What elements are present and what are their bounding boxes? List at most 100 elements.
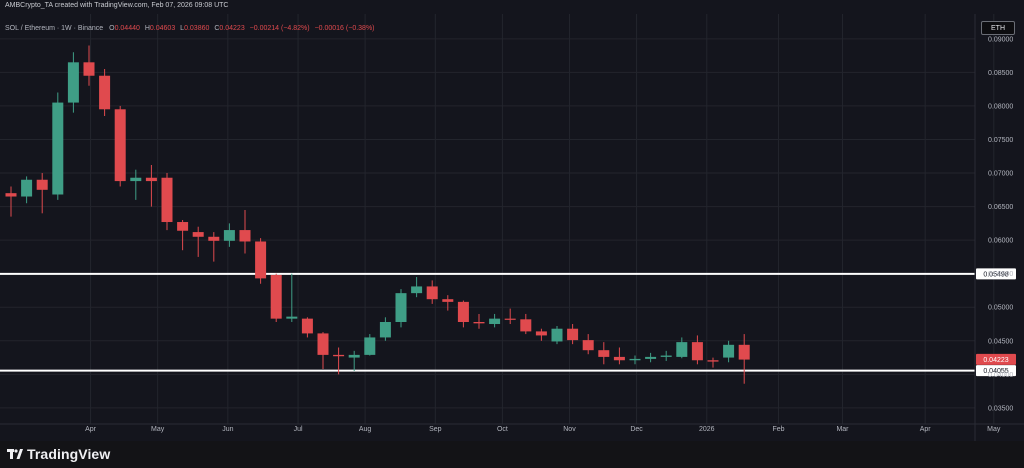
y-tick-label: 0.06000	[988, 238, 1013, 245]
candle	[177, 220, 189, 251]
candle	[567, 324, 579, 345]
high-label: H	[145, 25, 150, 32]
spread-value: −0.00016 (−0.38%)	[315, 25, 375, 32]
candle-body	[130, 177, 142, 182]
level-price-label: 0.04055	[983, 368, 1008, 375]
time-axis[interactable]: Apr May Jun Jul Aug Sep Oct Nov Dec 2026 Feb Mar Apr…	[0, 423, 1024, 433]
candle-body	[442, 299, 454, 302]
symbol-legend: SOL / Ethereum · 1W · Binance O0.04440 H…	[5, 25, 375, 32]
candle-body	[379, 322, 391, 338]
tradingview-logo[interactable]: TradingView	[7, 446, 110, 462]
chart-background	[0, 0, 1024, 441]
candle	[114, 105, 126, 187]
candle	[629, 355, 641, 365]
candle	[442, 295, 454, 311]
x-tick-label: Feb	[772, 426, 784, 433]
candle-body	[145, 177, 157, 182]
candle-body	[301, 318, 313, 334]
x-tick-label: Dec	[630, 426, 643, 433]
candle-body	[629, 358, 641, 361]
candle	[364, 334, 376, 356]
candle-body	[504, 318, 516, 320]
candle-body	[707, 360, 719, 362]
candle	[520, 313, 532, 335]
candle	[223, 223, 235, 247]
close-label: C	[214, 25, 219, 32]
x-tick-label: Jul	[294, 426, 303, 433]
candle	[707, 357, 719, 368]
horizontal-levels[interactable]: 0.05498 0.04055 0.04223	[0, 268, 1016, 377]
svg-text:SOL / Ethereum · 1W · Binance: SOL / Ethereum · 1W · Binance O0.04440 H…	[5, 25, 375, 32]
low-value: 0.03860	[184, 25, 209, 32]
candle-body	[52, 102, 64, 195]
candle	[457, 300, 469, 328]
x-tick-label: Apr	[920, 426, 932, 433]
candle-body	[551, 328, 563, 342]
candle	[270, 273, 282, 323]
candlestick-chart[interactable]: 0.05498 0.04055 0.04223 0.09000 0.08500 0.08…	[0, 0, 1024, 441]
candle-body	[489, 318, 501, 325]
candle-body	[567, 328, 579, 341]
open-label: O	[109, 25, 115, 32]
compare-symbol-button[interactable]: ETH	[981, 21, 1015, 35]
candle	[161, 173, 173, 231]
candle	[660, 350, 672, 361]
symbol-name: SOL / Ethereum · 1W · Binance	[5, 25, 103, 32]
candle-body	[239, 230, 251, 242]
candle-body	[99, 75, 111, 110]
candle-body	[333, 354, 345, 357]
candle-body	[738, 344, 750, 360]
candle-body	[223, 230, 235, 241]
x-tick-label: 2026	[699, 426, 715, 433]
level-price-tag	[976, 268, 1016, 280]
candle-body	[364, 337, 376, 355]
tradingview-logo-icon	[7, 447, 23, 461]
tradingview-logo-text: TradingView	[27, 446, 111, 462]
y-tick-label: 0.07500	[988, 137, 1013, 144]
candle	[301, 317, 313, 338]
candle-body	[598, 350, 610, 357]
candle-body	[21, 179, 33, 197]
candle	[255, 238, 267, 284]
last-price-label: 0.04223	[983, 357, 1008, 364]
candle	[379, 317, 391, 341]
candle	[286, 273, 298, 323]
candle-body	[5, 193, 17, 197]
level-price-label: 0.05498	[983, 271, 1008, 278]
candle-body	[317, 333, 329, 355]
y-tick-label: 0.07000	[988, 171, 1013, 178]
x-tick-label: Apr	[85, 426, 97, 433]
candle	[395, 289, 407, 328]
x-tick-label: May	[151, 426, 165, 433]
y-tick-label: 0.04500	[988, 338, 1013, 345]
candle	[645, 352, 657, 363]
candle	[99, 69, 111, 116]
price-axis[interactable]: 0.09000 0.08500 0.08000 0.07500 0.07000 0.065…	[974, 14, 1013, 441]
candles	[5, 45, 750, 384]
candle	[723, 340, 735, 363]
candle	[582, 334, 594, 355]
open-value: 0.04440	[115, 25, 140, 32]
candle	[426, 280, 438, 304]
watermark-bar: AMBCrypto_TA created with TradingView.co…	[0, 0, 1024, 14]
candle-body	[676, 342, 688, 357]
candle-body	[161, 177, 173, 223]
candle-body	[255, 241, 267, 279]
y-tick-label: 0.08500	[988, 70, 1013, 77]
candle-body	[177, 222, 189, 231]
candle	[676, 337, 688, 359]
candle-body	[520, 319, 532, 332]
candle	[67, 52, 79, 113]
candle	[504, 308, 516, 325]
candle	[551, 326, 563, 345]
y-tick-label: 0.08000	[988, 103, 1013, 110]
y-tick-label: 0.05500	[988, 271, 1013, 278]
candle	[5, 186, 17, 217]
candle	[613, 347, 625, 365]
y-tick-label: 0.03500	[988, 405, 1013, 412]
footer-bar: TradingView	[0, 441, 1024, 468]
candle	[317, 332, 329, 369]
candle-body	[83, 62, 95, 76]
candle-body	[411, 286, 423, 294]
candle	[333, 347, 345, 375]
